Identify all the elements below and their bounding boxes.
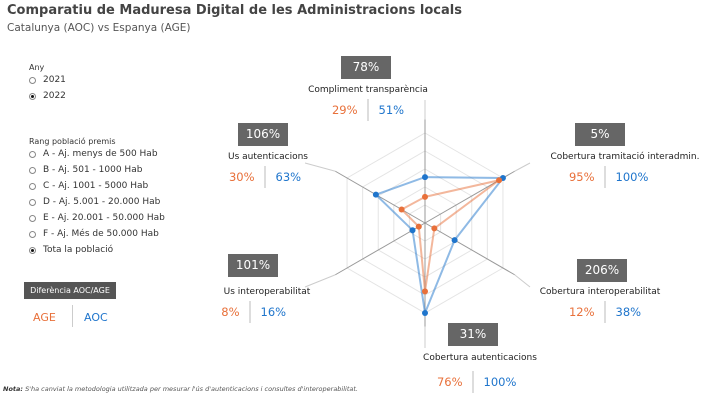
metric-values: 95% 100% bbox=[555, 166, 656, 188]
difference-box: 106% bbox=[238, 123, 288, 146]
difference-box: 101% bbox=[228, 254, 278, 277]
radio-option[interactable]: F - Aj. Més de 50.000 Hab bbox=[29, 226, 165, 242]
metric-label: Cobertura tramitació interadmin. bbox=[550, 152, 700, 162]
metric-values: 76% 100% bbox=[423, 371, 524, 393]
metric-values: 30% 63% bbox=[215, 166, 316, 188]
divider bbox=[604, 301, 606, 323]
data-point-age bbox=[496, 177, 503, 184]
metric-label: Cobertura autenticacions bbox=[423, 353, 537, 363]
data-point-aoc bbox=[422, 310, 428, 316]
radio-label: F - Aj. Més de 50.000 Hab bbox=[43, 229, 159, 239]
radio-button-icon[interactable] bbox=[29, 150, 36, 158]
age-value: 30% bbox=[228, 170, 255, 184]
legend-divider bbox=[72, 305, 73, 327]
difference-box: 78% bbox=[341, 56, 391, 79]
radio-option[interactable]: B - Aj. 501 - 1000 Hab bbox=[29, 162, 165, 178]
aoc-value: 16% bbox=[260, 305, 287, 319]
aoc-value: 38% bbox=[615, 305, 642, 319]
radio-button-icon[interactable] bbox=[29, 182, 36, 190]
radio-label: Tota la població bbox=[43, 245, 114, 255]
aoc-value: 51% bbox=[378, 103, 405, 117]
data-point-aoc bbox=[451, 237, 458, 244]
radio-label: C - Aj. 1001 - 5000 Hab bbox=[43, 181, 149, 191]
divider bbox=[249, 301, 251, 323]
metric-label: Cobertura interoperabilitat bbox=[539, 287, 661, 297]
radio-label: 2022 bbox=[43, 91, 66, 101]
radio-label: E - Aj. 20.001 - 50.000 Hab bbox=[43, 213, 165, 223]
radio-button-icon[interactable] bbox=[29, 214, 36, 222]
difference-box: 31% bbox=[448, 323, 498, 346]
radio-button-icon[interactable] bbox=[29, 198, 36, 206]
radio-button-icon[interactable] bbox=[29, 230, 36, 238]
footnote: Nota: S'ha canviat la metodologia utilit… bbox=[3, 385, 358, 393]
metric-values: 29% 51% bbox=[318, 99, 419, 121]
radio-option[interactable]: 2021 bbox=[29, 72, 66, 88]
population-filter: Rang població premis A - Aj. menys de 50… bbox=[29, 137, 165, 258]
data-point-age bbox=[422, 288, 428, 295]
aoc-value: 100% bbox=[615, 170, 649, 184]
legend-age: AGE bbox=[33, 311, 56, 324]
leader-line bbox=[304, 162, 336, 172]
axis-line bbox=[335, 170, 426, 224]
radio-button-icon[interactable] bbox=[29, 76, 36, 84]
aoc-value: 63% bbox=[275, 170, 302, 184]
metric-label: Us interoperabilitat bbox=[223, 287, 311, 297]
data-point-aoc bbox=[372, 191, 379, 198]
metric-label: Compliment transparència bbox=[308, 85, 428, 95]
footnote-text: S'ha canviat la metodologia utilitzada p… bbox=[23, 385, 359, 393]
metric-values: 12% 38% bbox=[555, 301, 656, 323]
difference-box: 5% bbox=[575, 123, 625, 146]
divider bbox=[367, 99, 369, 121]
axis-line bbox=[424, 222, 515, 276]
difference-box: 206% bbox=[577, 259, 627, 282]
data-point-age bbox=[398, 206, 405, 213]
page-subtitle: Catalunya (AOC) vs Espanya (AGE) bbox=[7, 22, 191, 34]
legend-title: Diferència AOC/AGE bbox=[24, 282, 116, 299]
year-filter: Any 2021 2022 bbox=[29, 63, 66, 104]
radio-option[interactable]: E - Aj. 20.001 - 50.000 Hab bbox=[29, 210, 165, 226]
leader-line bbox=[514, 274, 531, 288]
data-point-aoc bbox=[409, 227, 416, 234]
legend-aoc: AOC bbox=[84, 311, 108, 324]
age-value: 76% bbox=[436, 375, 463, 389]
radio-button-icon[interactable] bbox=[29, 246, 36, 254]
metric-label: Us autenticacions bbox=[228, 152, 308, 162]
data-point-aoc bbox=[422, 174, 428, 181]
age-value: 95% bbox=[568, 170, 595, 184]
aoc-value: 100% bbox=[483, 375, 517, 389]
radio-label: D - Aj. 5.001 - 20.000 Hab bbox=[43, 197, 161, 207]
age-value: 29% bbox=[331, 103, 358, 117]
radio-button-icon[interactable] bbox=[29, 166, 36, 174]
age-value: 12% bbox=[568, 305, 595, 319]
age-value: 8% bbox=[221, 305, 240, 319]
page-title: Comparatiu de Maduresa Digital de les Ad… bbox=[7, 3, 462, 18]
series-line-aoc bbox=[374, 176, 505, 317]
divider bbox=[604, 166, 606, 188]
data-point-age bbox=[415, 223, 422, 230]
year-filter-label: Any bbox=[29, 63, 45, 72]
radio-option[interactable]: A - Aj. menys de 500 Hab bbox=[29, 146, 165, 162]
metric-values: 8% 16% bbox=[200, 301, 301, 323]
population-filter-label: Rang població premis bbox=[29, 137, 116, 146]
radio-option[interactable]: C - Aj. 1001 - 5000 Hab bbox=[29, 178, 165, 194]
radio-option[interactable]: 2022 bbox=[29, 88, 66, 104]
divider bbox=[264, 166, 266, 188]
data-point-age bbox=[431, 225, 438, 232]
radio-label: B - Aj. 501 - 1000 Hab bbox=[43, 165, 143, 175]
divider bbox=[472, 371, 474, 393]
radio-label: A - Aj. menys de 500 Hab bbox=[43, 149, 158, 159]
radio-option[interactable]: Tota la població bbox=[29, 242, 165, 258]
leader-line bbox=[304, 274, 336, 288]
radio-label: 2021 bbox=[43, 75, 66, 85]
footnote-prefix: Nota: bbox=[3, 385, 23, 393]
leader-line bbox=[514, 162, 531, 172]
radio-option[interactable]: D - Aj. 5.001 - 20.000 Hab bbox=[29, 194, 165, 210]
data-point-age bbox=[422, 193, 428, 200]
radio-button-icon[interactable] bbox=[29, 92, 36, 100]
